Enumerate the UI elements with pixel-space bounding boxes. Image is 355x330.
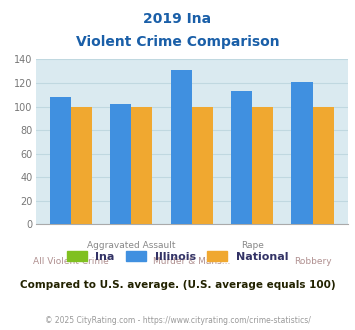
Text: Murder & Mans...: Murder & Mans... [153,257,230,266]
Bar [50,97,71,224]
Bar [192,107,213,224]
Text: Rape: Rape [241,241,263,250]
Text: © 2025 CityRating.com - https://www.cityrating.com/crime-statistics/: © 2025 CityRating.com - https://www.city… [45,316,310,325]
Bar [110,104,131,224]
Bar [252,107,273,224]
Text: Robbery: Robbery [294,257,331,266]
Legend: Ina, Illinois, National: Ina, Illinois, National [62,247,293,266]
Text: 2019 Ina: 2019 Ina [143,12,212,25]
Bar [231,91,252,224]
Text: Compared to U.S. average. (U.S. average equals 100): Compared to U.S. average. (U.S. average … [20,280,335,290]
Bar [312,107,334,224]
Bar [71,107,92,224]
Bar [170,70,192,224]
Text: Violent Crime Comparison: Violent Crime Comparison [76,35,279,49]
Bar [291,82,312,224]
Bar [131,107,152,224]
Text: All Violent Crime: All Violent Crime [33,257,109,266]
Text: Aggravated Assault: Aggravated Assault [87,241,175,250]
